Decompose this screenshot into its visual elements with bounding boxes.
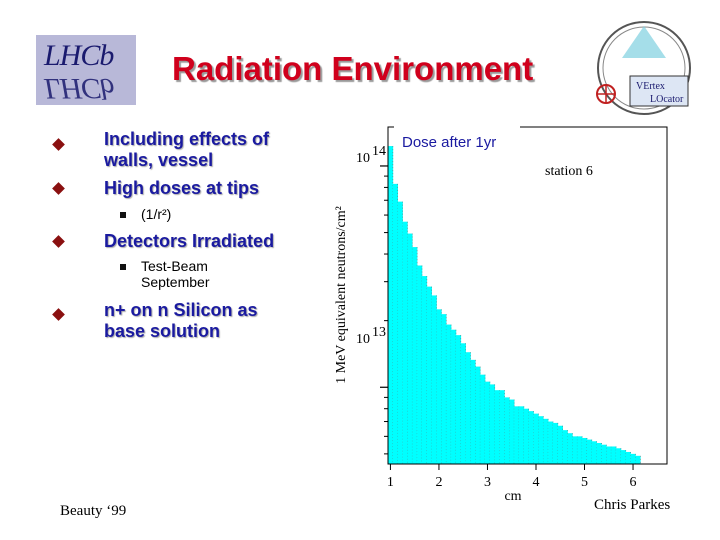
- y-tick-label: 10: [356, 332, 370, 347]
- histogram-bar: [509, 399, 515, 464]
- sub-bullet-2-line2: September: [141, 274, 210, 290]
- histogram-bar: [460, 343, 466, 464]
- histogram-bar: [494, 390, 500, 464]
- histogram-bar: [625, 451, 631, 464]
- footer-left: Beauty ‘99: [60, 503, 127, 519]
- histogram-bar: [417, 265, 423, 464]
- velo-text-2: LOcator: [650, 94, 684, 105]
- station-annotation: station 6: [545, 164, 593, 179]
- histogram-bar: [596, 442, 602, 464]
- histogram-bar: [470, 359, 476, 464]
- histogram-bar: [611, 446, 617, 464]
- histogram-bar: [397, 201, 403, 465]
- x-tick-label: 1: [387, 475, 394, 490]
- histogram-bar: [489, 384, 496, 464]
- bullet-4: n+ on n Silicon as base solution: [104, 300, 258, 342]
- y-tick-label: 10: [356, 151, 370, 166]
- chart-title: Dose after 1yr: [402, 134, 496, 151]
- velo-logo: VErtex LOcator: [596, 21, 691, 115]
- page-title: Radiation Environment: [172, 50, 534, 87]
- histogram-bar: [519, 406, 525, 464]
- histogram-bar: [426, 286, 432, 464]
- histogram-bar: [499, 390, 505, 464]
- x-tick-label: 3: [484, 475, 491, 490]
- histogram-bar: [523, 408, 530, 464]
- histogram-bar: [538, 416, 544, 464]
- histogram-bar: [475, 366, 481, 464]
- histogram-bar: [504, 397, 510, 464]
- histogram-bar: [431, 295, 437, 464]
- histogram-bar: [548, 421, 554, 464]
- histogram-bar: [572, 436, 578, 464]
- histogram-bar: [436, 309, 442, 464]
- bullet-2: High doses at tips: [104, 178, 260, 198]
- histogram-bar: [562, 430, 568, 464]
- square-bullet-icon: [120, 212, 126, 218]
- x-tick-label: 5: [581, 475, 588, 490]
- chart-bars: [388, 146, 641, 465]
- histogram-bar: [567, 433, 573, 464]
- histogram-bar: [407, 233, 413, 464]
- histogram-bar: [465, 352, 471, 464]
- histogram-bar: [441, 314, 447, 464]
- lhcb-logo: LHCb LHCb: [36, 35, 136, 105]
- histogram-bar: [557, 425, 563, 464]
- y-tick-exponent: 14: [372, 144, 386, 159]
- histogram-bar: [582, 437, 588, 464]
- histogram-bar: [485, 381, 491, 464]
- histogram-bar: [402, 221, 408, 464]
- x-tick-label: 4: [532, 475, 539, 490]
- x-axis-label: cm: [504, 489, 521, 504]
- histogram-bar: [635, 455, 641, 464]
- plot-frame: [387, 126, 668, 465]
- bullet-3: Detectors Irradiated: [104, 231, 275, 251]
- histogram-bar: [388, 146, 394, 464]
- lhcb-logo-text: LHCb: [44, 39, 114, 72]
- y-tick-exponent: 13: [372, 325, 386, 340]
- histogram-bar: [451, 329, 457, 464]
- y-axis-label: 1 MeV equivalent neutrons/cm²: [334, 206, 349, 384]
- histogram-bar: [421, 276, 428, 464]
- sub-bullet-2-line1: Test-Beam: [141, 258, 208, 274]
- histogram-bar: [616, 448, 622, 464]
- histogram-bar: [446, 324, 452, 464]
- histogram-bar: [606, 446, 612, 464]
- bullet-1-line1: Including effects of: [104, 129, 270, 149]
- bullet-1: Including effects of walls, vessel: [104, 129, 269, 171]
- histogram-bar: [533, 413, 539, 464]
- footer-right: Chris Parkes: [594, 497, 671, 513]
- histogram-bar: [455, 335, 462, 464]
- histogram-bar: [630, 453, 636, 464]
- histogram-bar: [480, 374, 486, 464]
- histogram-bar: [586, 439, 593, 464]
- histogram-bar: [591, 441, 597, 464]
- histogram-bar: [577, 436, 583, 464]
- bullet-4-line2: base solution: [104, 321, 221, 341]
- histogram-bar: [620, 450, 627, 464]
- velo-text-1: VErtex: [636, 81, 665, 92]
- histogram-bar: [514, 406, 520, 464]
- x-tick-label: 6: [630, 475, 637, 490]
- x-tick-label: 2: [435, 475, 442, 490]
- sub-bullet-1: (1/r²): [141, 206, 172, 222]
- sub-bullet-2: Test-Beam September: [141, 258, 209, 290]
- histogram-bar: [412, 247, 418, 464]
- histogram-bar: [392, 183, 399, 464]
- square-bullet-icon: [120, 264, 126, 270]
- bullet-4-line1: n+ on n Silicon as: [104, 300, 258, 320]
- histogram-bar: [552, 422, 559, 464]
- chart-ticks: 1 2 3 4 5 6: [380, 165, 637, 490]
- histogram-bar: [601, 444, 607, 464]
- chart-title-background: [394, 126, 520, 156]
- histogram-bar: [528, 411, 534, 464]
- histogram-bar: [543, 418, 549, 464]
- bullet-1-line2: walls, vessel: [104, 150, 214, 170]
